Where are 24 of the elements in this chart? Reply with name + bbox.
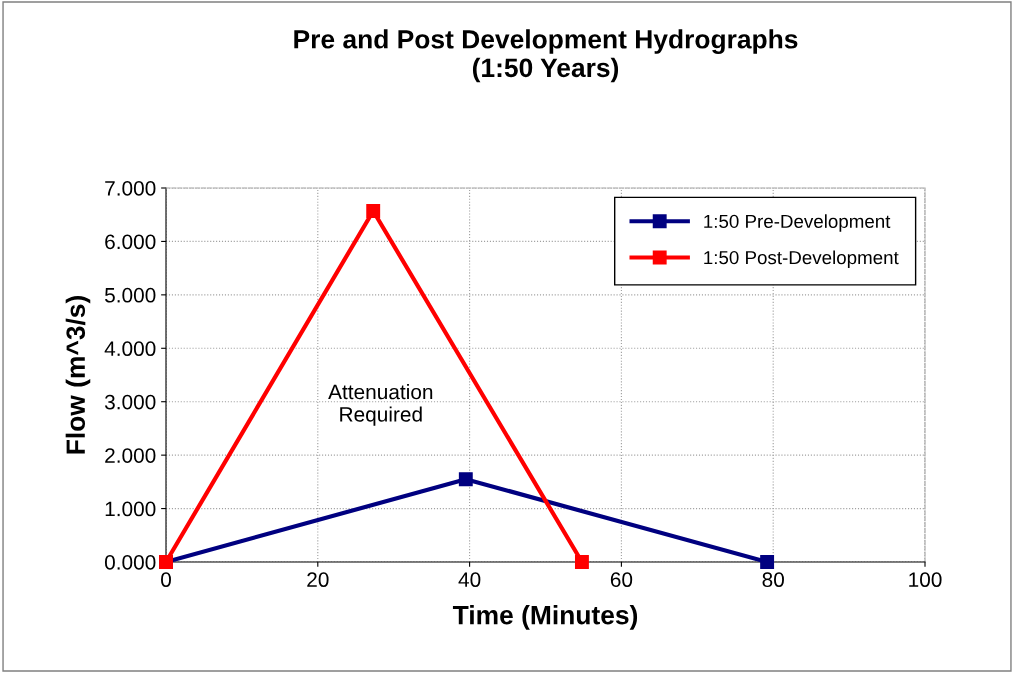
y-tick-label: 4.000: [104, 341, 156, 357]
y-tick-label: 7.000: [105, 181, 156, 196]
x-tick-label: 0: [161, 572, 171, 588]
x-tick-label: 60: [610, 572, 633, 588]
y-tick-label: 3.000: [104, 394, 156, 410]
point: [458, 472, 473, 487]
y-axis-title: Flow (m^3/s): [65, 296, 91, 454]
point: [574, 555, 589, 569]
x-tick-label: 40: [458, 572, 481, 588]
y-tick-label: 5.000: [104, 287, 156, 303]
x-tick-label: 100: [909, 572, 942, 588]
y-tick-label: 2.000: [105, 448, 156, 463]
x-axis-title: Time (Minutes): [452, 605, 638, 630]
point: [760, 555, 775, 569]
chart-title: Pre and Post Development Hydrographs (1:50 Years): [294, 29, 798, 83]
legend-label: 1:50 Pre-Development: [704, 214, 891, 232]
y-tick-label: 0.000: [104, 555, 156, 570]
x-tick-label: 80: [762, 572, 784, 588]
point: [366, 204, 381, 218]
y-tick-label: 6.000: [105, 234, 156, 250]
legend-label: 1:50 Post-Development: [704, 250, 899, 268]
x-tick-label: 20: [307, 572, 329, 588]
annotation: Attenuation Required: [328, 383, 433, 426]
y-tick-label: 1.000: [105, 501, 156, 517]
